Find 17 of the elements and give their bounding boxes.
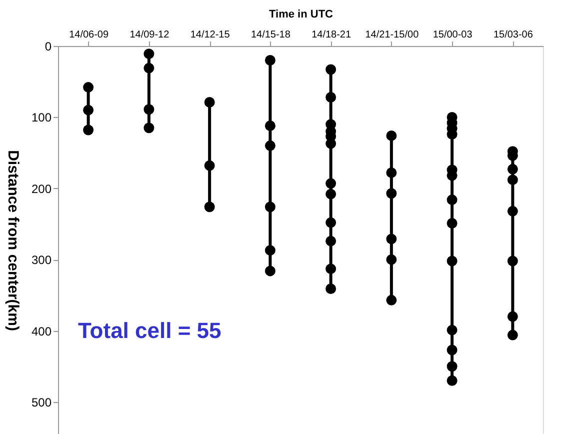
x-tick-label: 14/21-15/00 [365,30,420,40]
y-tick-label: 500 [31,395,52,410]
y-axis-title: Distance from center(km) [4,150,22,331]
x-tick-label: 14/09-12 [130,30,170,40]
x-tick-label: 14/12-15 [190,30,230,40]
y-tick-label: 100 [31,110,52,125]
x-tick-label: 15/03-06 [493,30,534,40]
x-tick-label: 14/15-18 [250,30,291,40]
y-tick-label: 400 [31,324,52,338]
x-tick-label: 14/18-21 [312,30,352,40]
y-tick-label: 0 [44,40,52,54]
y-tick-label: 200 [31,182,52,196]
x-tick-label: 15/00-03 [432,30,473,40]
y-tick-label: 300 [31,253,52,268]
x-tick-label: 14/06-09 [69,30,109,40]
x-axis-title: Time in UTC [269,8,334,20]
annotation: Total cell = 55 [78,318,222,343]
